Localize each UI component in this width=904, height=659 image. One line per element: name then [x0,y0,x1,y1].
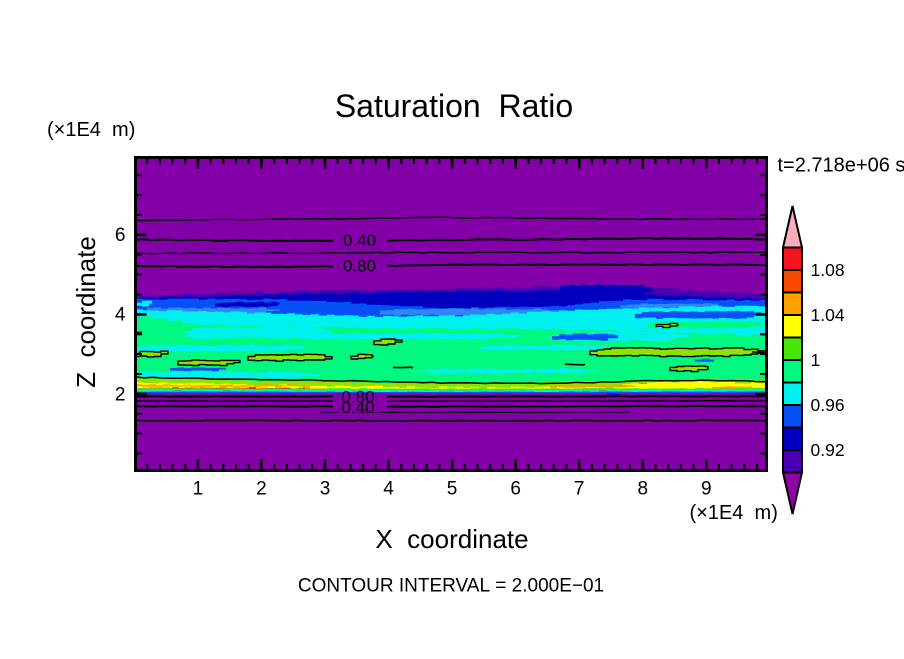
svg-text:7: 7 [574,479,585,500]
svg-text:(×1E4 m): (×1E4 m) [47,119,135,141]
svg-text:1.08: 1.08 [811,260,845,280]
svg-text:0.80: 0.80 [343,257,376,276]
svg-text:CONTOUR INTERVAL = 2.000E−01: CONTOUR INTERVAL = 2.000E−01 [298,576,604,597]
svg-text:6: 6 [115,225,126,246]
svg-text:8: 8 [637,479,648,500]
svg-text:6: 6 [510,479,521,500]
svg-text:2: 2 [115,384,126,405]
svg-text:X coordinate: X coordinate [375,524,528,554]
svg-text:1: 1 [193,479,204,500]
svg-text:1.04: 1.04 [811,305,845,325]
svg-text:0.40: 0.40 [343,231,376,250]
svg-text:0.92: 0.92 [811,440,845,460]
svg-text:2: 2 [256,479,267,500]
svg-text:Z coordinate: Z coordinate [71,236,101,388]
svg-text:t=2.718e+06 s: t=2.718e+06 s [778,155,904,177]
svg-text:1: 1 [811,350,821,370]
svg-text:4: 4 [383,479,394,500]
svg-text:4: 4 [115,305,126,326]
svg-text:3: 3 [320,479,331,500]
svg-text:0.96: 0.96 [811,395,845,415]
svg-text:9: 9 [701,479,712,500]
svg-text:Saturation Ratio: Saturation Ratio [335,88,573,124]
svg-text:5: 5 [447,479,458,500]
svg-text:(×1E4 m): (×1E4 m) [690,502,778,524]
svg-text:0.40: 0.40 [341,398,374,417]
